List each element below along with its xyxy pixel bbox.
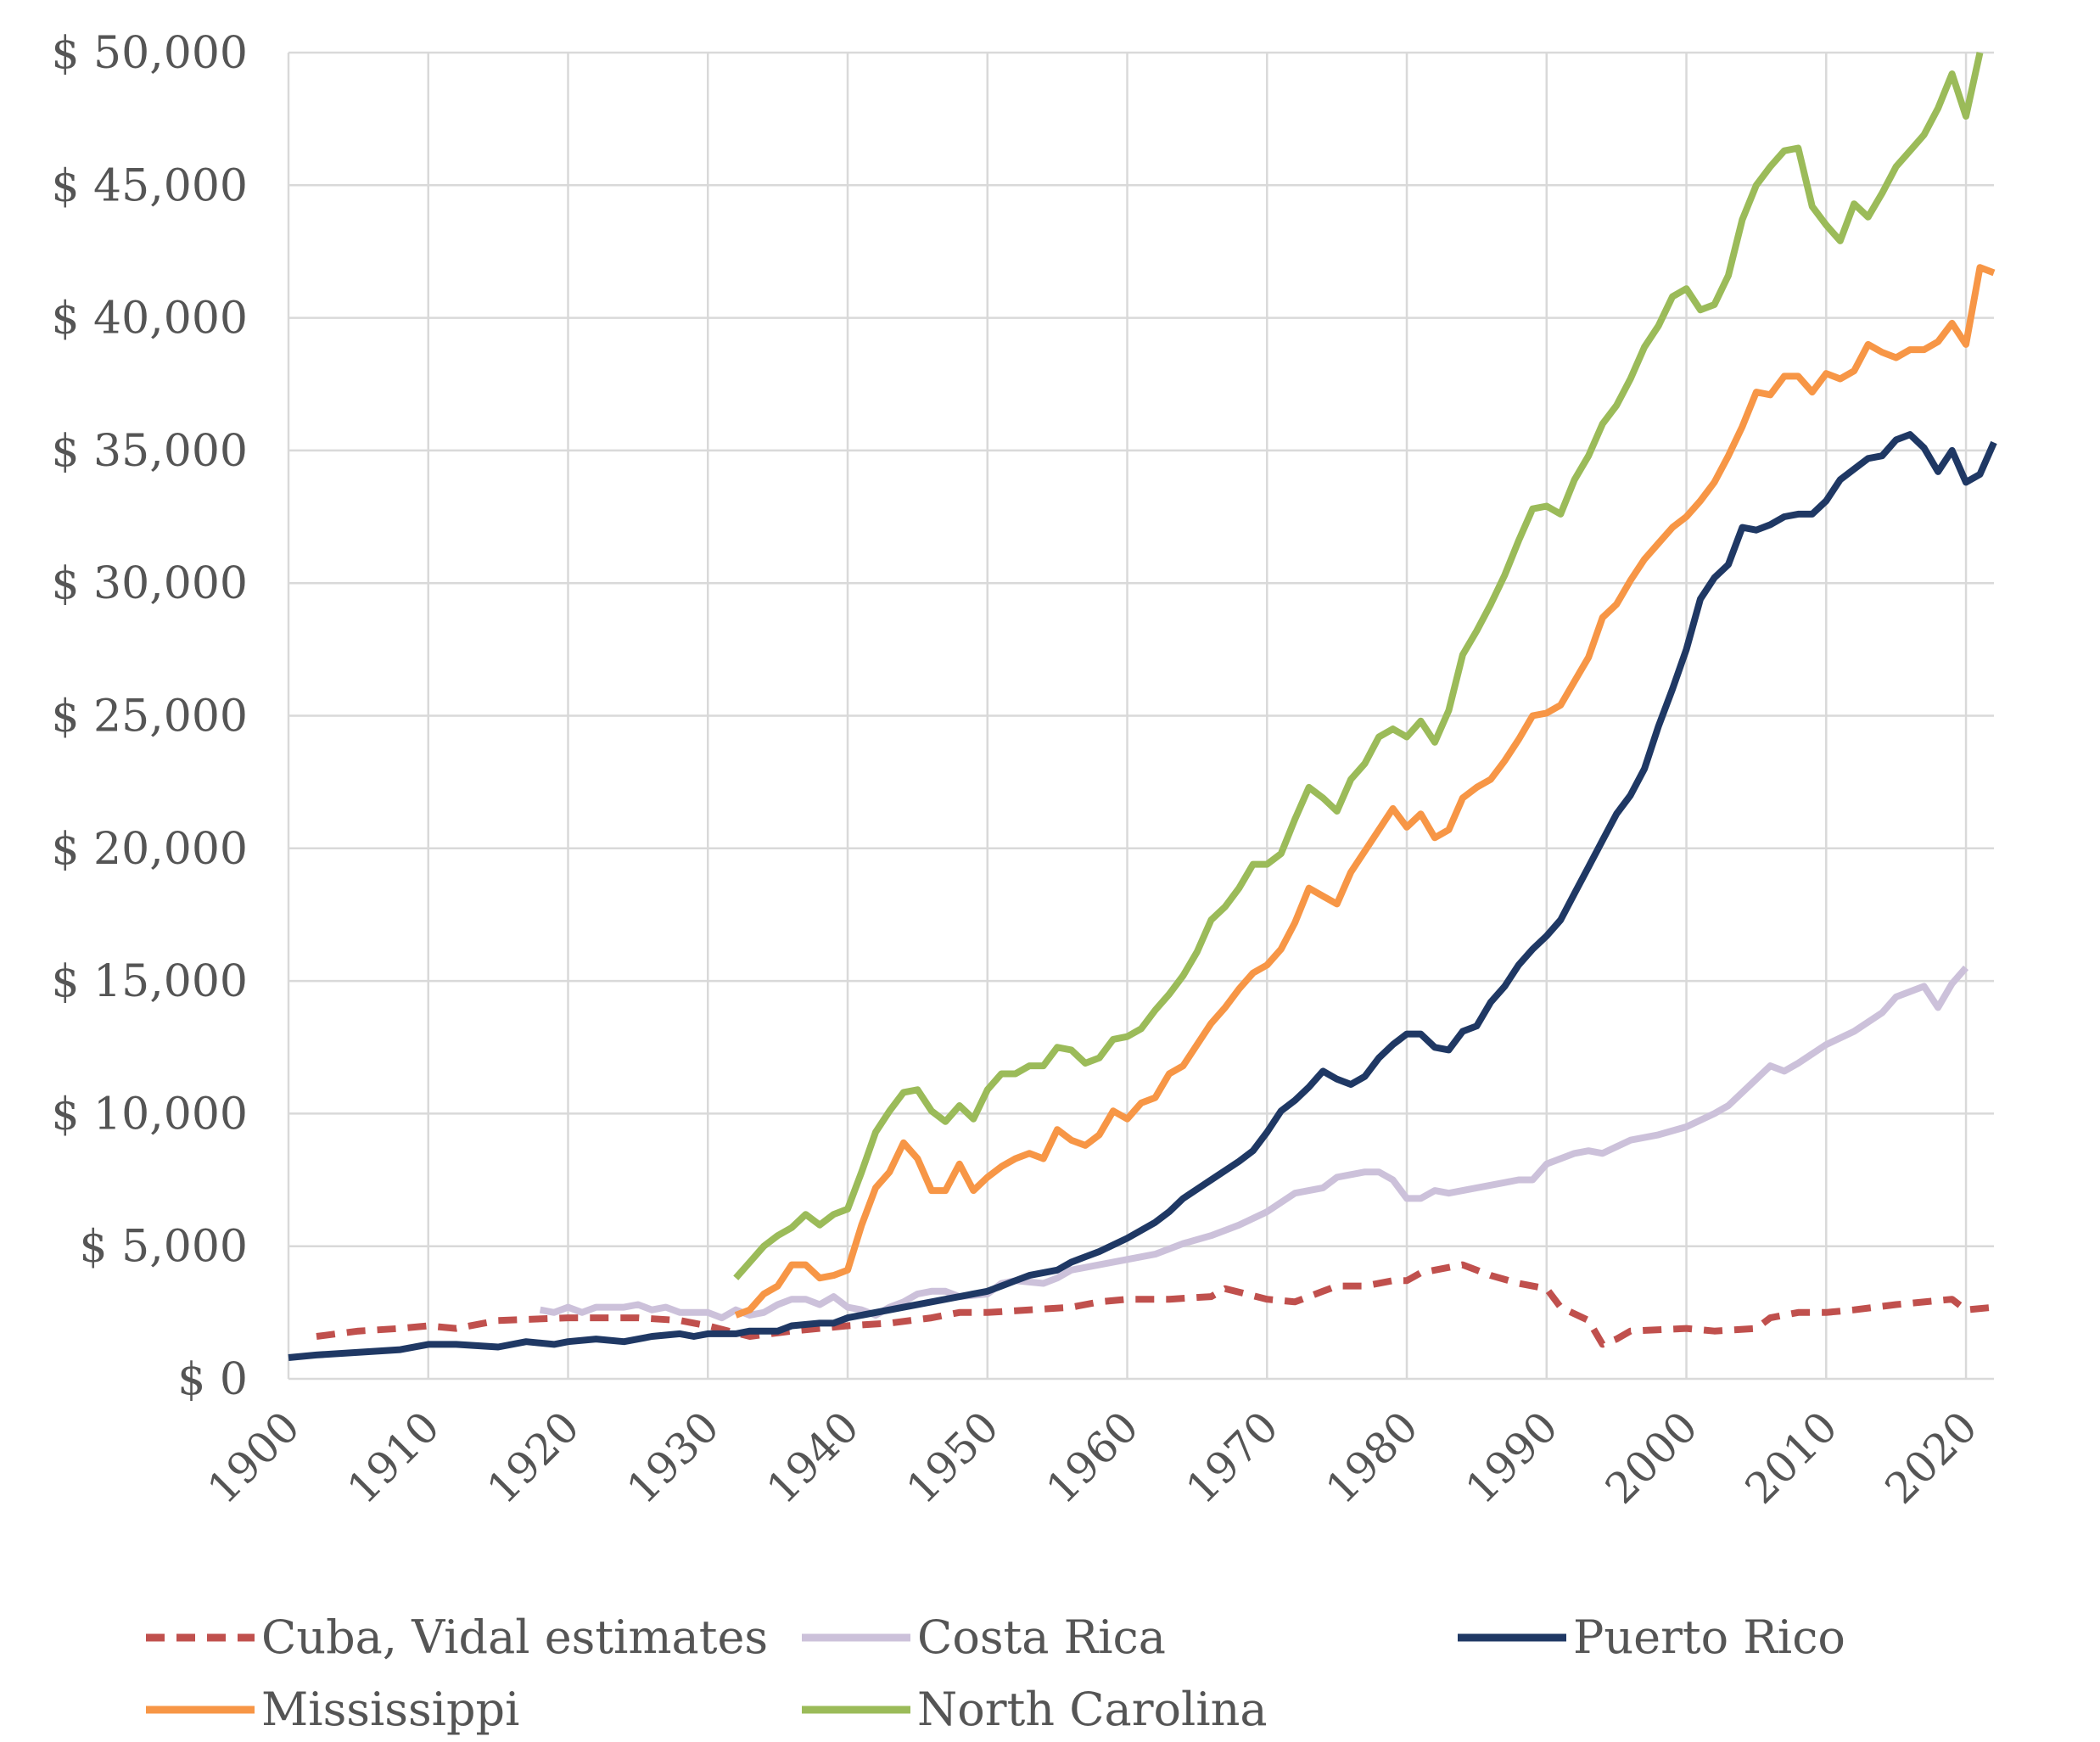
- x-tick-label: 1970: [1177, 1402, 1288, 1513]
- legend-item-north-carolina: North Carolina: [802, 1683, 1268, 1736]
- legend-label: Cuba, Vidal estimates: [261, 1610, 768, 1664]
- y-tick-label: $ 20,000: [51, 824, 248, 875]
- legend-label: Mississippi: [261, 1683, 519, 1736]
- y-tick-label: $ 5,000: [80, 1222, 248, 1273]
- legend-item-puerto-rico: Puerto Rico: [1458, 1610, 1845, 1664]
- series-line-mississippi: [734, 264, 1996, 1319]
- x-tick-label: 1980: [1317, 1402, 1428, 1513]
- series-lines: [288, 52, 1997, 1361]
- x-tick-label: 2010: [1736, 1402, 1847, 1513]
- x-tick-label: 1910: [338, 1402, 449, 1513]
- legend-label: Costa Rica: [917, 1610, 1166, 1664]
- x-tick-label: 2020: [1876, 1402, 1987, 1513]
- legend-label: North Carolina: [917, 1683, 1268, 1736]
- y-tick-label: $ 0: [177, 1354, 248, 1405]
- series-line-costa-rica: [539, 965, 1969, 1322]
- x-tick-label: 1940: [758, 1402, 869, 1513]
- legend-item-mississippi: Mississippi: [146, 1683, 519, 1736]
- y-tick-label: $ 15,000: [51, 956, 248, 1007]
- y-tick-label: $ 35,000: [51, 426, 248, 477]
- y-tick-label: $ 50,000: [51, 28, 248, 79]
- x-axis: 1900 1910 1920 1930 1940 1950 1960 1970 1980 1990…: [198, 1402, 1986, 1513]
- legend-label: Puerto Rico: [1573, 1610, 1845, 1664]
- y-tick-label: $ 10,000: [51, 1089, 248, 1140]
- y-tick-label: $ 25,000: [51, 692, 248, 742]
- legend: Cuba, Vidal estimates Costa Rica Puerto Ri…: [146, 1610, 1845, 1736]
- x-tick-label: 1900: [198, 1402, 309, 1513]
- y-axis: $ 0 $ 5,000 $ 10,000 $ 15,000 $ 20,000 $ 25,0…: [51, 28, 248, 1405]
- grid: [287, 51, 1994, 1381]
- x-tick-label: 1960: [1037, 1402, 1148, 1513]
- y-tick-label: $ 45,000: [51, 160, 248, 211]
- x-tick-label: 1930: [618, 1402, 729, 1513]
- y-tick-label: $ 40,000: [51, 294, 248, 344]
- series-line-cuba-vidal-estimates: [316, 1261, 1995, 1348]
- y-tick-label: $ 30,000: [51, 558, 248, 609]
- series-line-north-carolina: [733, 52, 1984, 1280]
- x-tick-label: 2000: [1596, 1402, 1707, 1513]
- legend-item-cuba-vidal-estimates: Cuba, Vidal estimates: [146, 1610, 768, 1664]
- x-tick-label: 1950: [897, 1402, 1008, 1513]
- x-tick-label: 1990: [1456, 1402, 1567, 1513]
- legend-item-costa-rica: Costa Rica: [802, 1610, 1166, 1664]
- x-tick-label: 1920: [478, 1402, 589, 1513]
- series-line-puerto-rico: [288, 431, 1997, 1361]
